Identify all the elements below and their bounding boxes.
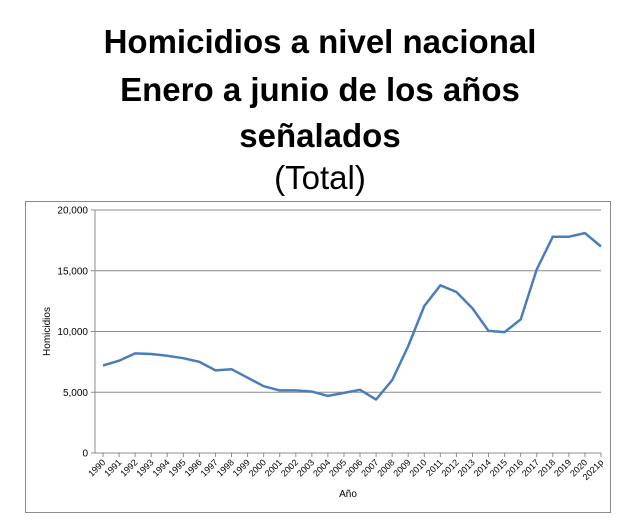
x-tick-label: 2006 [343, 457, 364, 478]
y-tick-label: 15,000 [57, 266, 88, 277]
x-tick-label: 2004 [311, 457, 332, 478]
chart-subtitle: (Total) [274, 159, 366, 196]
x-tick-label: 2016 [504, 457, 525, 478]
x-tick-label: 2010 [407, 457, 428, 478]
chart-title-line-2: Enero a junio de los años [120, 71, 520, 108]
x-tick-label: 2008 [375, 457, 396, 478]
x-tick-label: 1999 [231, 457, 252, 478]
y-tick-label: 10,000 [57, 327, 88, 338]
x-tick-label: 2018 [536, 457, 557, 478]
x-tick-label: 1997 [199, 457, 220, 478]
x-tick-label: 1990 [86, 457, 107, 478]
y-tick-label: 0 [82, 449, 88, 460]
x-tick-label: 2005 [327, 457, 348, 478]
x-tick-label: 2019 [552, 457, 573, 478]
chart-title-line-3: señalados [239, 117, 401, 154]
x-tick-label: 2015 [488, 457, 509, 478]
x-tick-label: 1992 [118, 457, 139, 478]
chart-title-line-1: Homicidios a nivel nacional [103, 23, 537, 60]
x-tick-label: 2000 [247, 457, 268, 478]
x-tick-label: 2014 [472, 457, 493, 478]
series-line [102, 231, 602, 401]
y-tick-label: 5,000 [63, 388, 88, 399]
x-tick-label: 2017 [520, 457, 541, 478]
x-tick-label: 2003 [295, 457, 316, 478]
y-axis-label: Homicidios [42, 307, 53, 356]
x-tick-label: 1998 [215, 457, 236, 478]
x-tick-label: 2007 [359, 457, 380, 478]
y-tick-label: 20,000 [57, 206, 88, 217]
x-tick-label: 2001 [263, 457, 284, 478]
x-tick-label: 2009 [391, 457, 412, 478]
chart-frame [25, 201, 611, 513]
x-tick-label: 1996 [183, 457, 204, 478]
x-tick-label: 2002 [279, 457, 300, 478]
x-tick-label: 1991 [102, 457, 123, 478]
x-tick-label: 1995 [167, 457, 188, 478]
x-tick-label: 2012 [440, 457, 461, 478]
x-tick-label: 2013 [456, 457, 477, 478]
x-tick-label: 2011 [424, 457, 445, 478]
x-tick-label: 1994 [150, 457, 171, 478]
x-tick-label: 1993 [134, 457, 155, 478]
x-axis-label: Año [339, 489, 357, 500]
